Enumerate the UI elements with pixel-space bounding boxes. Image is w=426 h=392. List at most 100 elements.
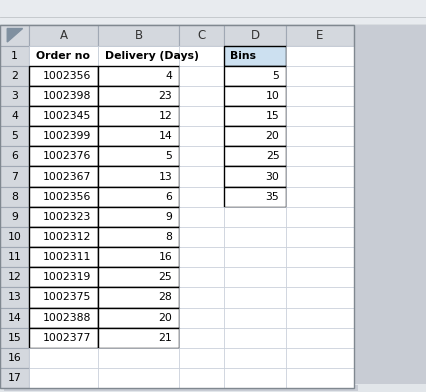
Text: 1002398: 1002398 [43, 91, 91, 101]
Text: 25: 25 [158, 272, 172, 282]
Text: 1002377: 1002377 [43, 333, 91, 343]
Text: 5: 5 [273, 71, 279, 81]
Bar [286, 207, 354, 227]
Bar [179, 106, 224, 126]
Bar [286, 45, 354, 66]
Bar [179, 267, 224, 287]
Bar [29, 86, 98, 106]
Text: 1: 1 [11, 51, 18, 61]
Text: 15: 15 [8, 333, 21, 343]
Bar [98, 167, 179, 187]
Bar [29, 25, 98, 45]
Text: 10: 10 [265, 91, 279, 101]
Bar [286, 227, 354, 247]
Bar [224, 227, 286, 247]
Bar [0, 126, 29, 146]
Text: 1002312: 1002312 [43, 232, 91, 242]
Bar [179, 328, 224, 348]
Bar [224, 348, 286, 368]
Bar [286, 187, 354, 207]
Bar [4, 385, 358, 391]
Bar [224, 368, 286, 388]
Text: 1002311: 1002311 [43, 252, 91, 262]
Text: 8: 8 [165, 232, 172, 242]
Bar [224, 126, 286, 146]
Bar [98, 207, 179, 227]
Bar [29, 146, 98, 167]
Text: 7: 7 [11, 172, 18, 181]
Bar [286, 106, 354, 126]
Text: 1002319: 1002319 [43, 272, 91, 282]
Bar [224, 25, 286, 45]
Bar [224, 106, 286, 126]
Text: 21: 21 [158, 333, 172, 343]
Bar [179, 247, 224, 267]
Bar [98, 25, 179, 45]
Text: 23: 23 [158, 91, 172, 101]
Bar [286, 146, 354, 167]
Bar [286, 348, 354, 368]
Bar [0, 106, 29, 126]
Bar [0, 146, 29, 167]
Bar [0, 25, 29, 45]
Text: 9: 9 [165, 212, 172, 222]
Bar [286, 368, 354, 388]
Text: 1002367: 1002367 [43, 172, 91, 181]
Bar [0, 287, 29, 307]
Text: 12: 12 [8, 272, 21, 282]
Text: 13: 13 [158, 172, 172, 181]
Bar [29, 106, 98, 126]
Bar [29, 187, 98, 207]
Text: 35: 35 [266, 192, 279, 202]
Text: Delivery (Days): Delivery (Days) [105, 51, 199, 61]
Text: 3: 3 [11, 91, 18, 101]
Bar [286, 247, 354, 267]
Bar [286, 25, 354, 45]
Bar [98, 348, 179, 368]
Text: 12: 12 [158, 111, 172, 121]
Text: 1002375: 1002375 [43, 292, 91, 303]
Bar [29, 267, 98, 287]
Bar [179, 227, 224, 247]
Bar [98, 267, 179, 287]
Bar [0, 0, 426, 25]
Bar [29, 328, 98, 348]
Text: D: D [250, 29, 259, 42]
Bar [179, 66, 224, 86]
Bar [179, 167, 224, 187]
Bar [286, 328, 354, 348]
Text: 20: 20 [158, 312, 172, 323]
Text: 4: 4 [165, 71, 172, 81]
Bar [224, 86, 286, 106]
Bar [224, 187, 286, 207]
Bar [179, 307, 224, 328]
Text: 15: 15 [266, 111, 279, 121]
Bar [224, 207, 286, 227]
Text: 10: 10 [8, 232, 21, 242]
Text: 30: 30 [265, 172, 279, 181]
Text: 16: 16 [158, 252, 172, 262]
Bar [179, 287, 224, 307]
Bar [0, 267, 29, 287]
Text: 6: 6 [11, 151, 18, 162]
Text: 6: 6 [165, 192, 172, 202]
Text: 5: 5 [165, 151, 172, 162]
Bar [0, 86, 29, 106]
Bar [0, 247, 29, 267]
Bar [29, 66, 98, 86]
Bar [224, 66, 286, 86]
Bar [98, 328, 179, 348]
Bar [98, 307, 179, 328]
Bar [0, 307, 29, 328]
Bar [29, 348, 98, 368]
Text: Order no: Order no [36, 51, 90, 61]
Text: 1002356: 1002356 [43, 192, 91, 202]
Bar [286, 307, 354, 328]
Bar [29, 227, 98, 247]
Bar [224, 247, 286, 267]
Bar [286, 126, 354, 146]
Bar [224, 328, 286, 348]
Bar [179, 146, 224, 167]
Bar [224, 287, 286, 307]
Text: 9: 9 [11, 212, 18, 222]
